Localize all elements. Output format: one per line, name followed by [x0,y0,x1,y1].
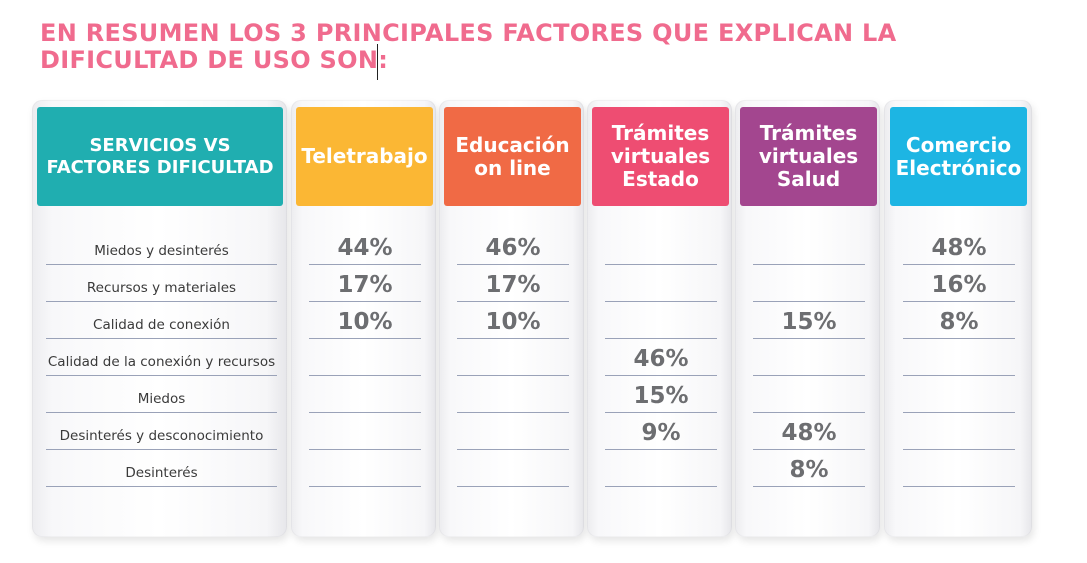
value-cell [457,376,569,413]
value-cell [753,339,865,376]
value-text: 15% [781,309,837,335]
service-card-educacion: Educación on line 46% 17% 10% [439,100,584,537]
service-card-tramites-estado: Trámites virtuales Estado 46% 15% 9% [587,100,732,537]
value-cell: 8% [903,302,1015,339]
value-text: 15% [633,383,689,409]
title-line-1: EN RESUMEN LOS 3 PRINCIPALES FACTORES QU… [40,19,897,47]
value-text: 46% [633,346,689,372]
value-cell: 16% [903,265,1015,302]
service-header: Teletrabajo [296,107,433,206]
value-cell [605,302,717,339]
service-header: Trámites virtuales Salud [740,107,877,206]
value-cell: 46% [457,228,569,265]
service-header: Comercio Electrónico [890,107,1027,206]
value-cell [605,228,717,265]
service-card-comercio: Comercio Electrónico 48% 16% 8% [884,100,1032,537]
service-header: Trámites virtuales Estado [592,107,729,206]
value-cell [457,339,569,376]
value-cell: 48% [903,228,1015,265]
value-text: 8% [939,309,979,335]
value-text: 48% [931,235,987,261]
value-cell: 10% [457,302,569,339]
title-line-2: DIFICULTAD DE USO SON: [40,46,389,74]
value-text: 17% [337,272,393,298]
value-text: 10% [485,309,541,335]
value-cell [457,450,569,487]
value-cell [309,413,421,450]
value-text: 16% [931,272,987,298]
value-cell [457,413,569,450]
value-cell [309,450,421,487]
value-cell: 15% [753,302,865,339]
value-cell [605,265,717,302]
row-label: Miedos y desinterés [46,228,277,265]
value-text: 44% [337,235,393,261]
row-label: Miedos [46,376,277,413]
value-cell: 9% [605,413,717,450]
service-header: Educación on line [444,107,581,206]
value-text: 46% [485,235,541,261]
value-cell [903,413,1015,450]
value-text: 8% [789,457,829,483]
text-cursor [377,44,378,80]
value-text: 9% [641,420,681,446]
page-title: EN RESUMEN LOS 3 PRINCIPALES FACTORES QU… [40,20,940,74]
value-cell: 48% [753,413,865,450]
factors-header: SERVICIOS VS FACTORES DIFICULTAD [37,107,283,206]
value-cell [753,228,865,265]
value-cell: 17% [457,265,569,302]
value-text: 10% [337,309,393,335]
value-cell [753,376,865,413]
value-cell [753,265,865,302]
service-card-teletrabajo: Teletrabajo 44% 17% 10% [291,100,436,537]
service-card-tramites-salud: Trámites virtuales Salud 15% 48% 8% [735,100,880,537]
row-label: Calidad de conexión [46,302,277,339]
value-cell: 10% [309,302,421,339]
value-cell [903,339,1015,376]
row-label: Calidad de la conexión y recursos [46,339,277,376]
value-cell [903,376,1015,413]
row-label: Recursos y materiales [46,265,277,302]
value-cell [309,376,421,413]
row-label: Desinterés y desconocimiento [46,413,277,450]
value-cell [309,339,421,376]
value-cell [605,450,717,487]
row-label: Desinterés [46,450,277,487]
value-cell: 17% [309,265,421,302]
value-cell: 46% [605,339,717,376]
factors-card: SERVICIOS VS FACTORES DIFICULTAD Miedos … [32,100,287,537]
value-text: 48% [781,420,837,446]
value-cell: 44% [309,228,421,265]
value-cell: 8% [753,450,865,487]
value-cell [903,450,1015,487]
value-cell: 15% [605,376,717,413]
value-text: 17% [485,272,541,298]
